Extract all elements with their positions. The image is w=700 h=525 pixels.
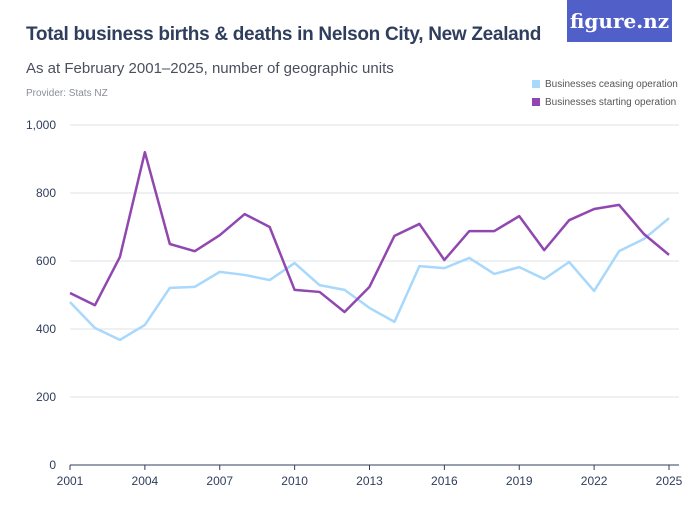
y-tick-label: 800 <box>36 186 56 200</box>
x-tick-label: 2010 <box>281 474 308 488</box>
y-tick-label: 200 <box>36 390 56 404</box>
x-tick-label: 2007 <box>206 474 233 488</box>
chart-title: Total business births & deaths in Nelson… <box>26 24 542 45</box>
series-line-0 <box>69 217 670 342</box>
legend-swatch <box>532 98 540 106</box>
series-line-1 <box>69 150 670 314</box>
legend: Businesses ceasing operation Businesses … <box>532 75 678 111</box>
y-tick-label: 400 <box>36 322 56 336</box>
x-tick-label: 2025 <box>656 474 683 488</box>
legend-label: Businesses starting operation <box>545 96 677 108</box>
x-tick-label: 2001 <box>57 474 84 488</box>
x-tick-label: 2004 <box>132 474 159 488</box>
legend-label: Businesses ceasing operation <box>545 78 678 90</box>
x-tick-label: 2016 <box>431 474 458 488</box>
figure-nz-logo[interactable]: figure.nz <box>567 0 672 42</box>
chart-subtitle: As at February 2001–2025, number of geog… <box>26 60 394 77</box>
y-tick-label: 600 <box>36 254 56 268</box>
x-tick-label: 2013 <box>356 474 383 488</box>
legend-item-starting: Businesses starting operation <box>532 93 678 111</box>
x-tick-label: 2019 <box>506 474 533 488</box>
legend-item-ceasing: Businesses ceasing operation <box>532 75 678 93</box>
x-tick-label: 2022 <box>581 474 608 488</box>
y-tick-label: 1,000 <box>26 118 56 132</box>
y-tick-label: 0 <box>49 458 56 472</box>
provider-text: Provider: Stats NZ <box>26 88 108 99</box>
legend-swatch <box>532 80 540 88</box>
